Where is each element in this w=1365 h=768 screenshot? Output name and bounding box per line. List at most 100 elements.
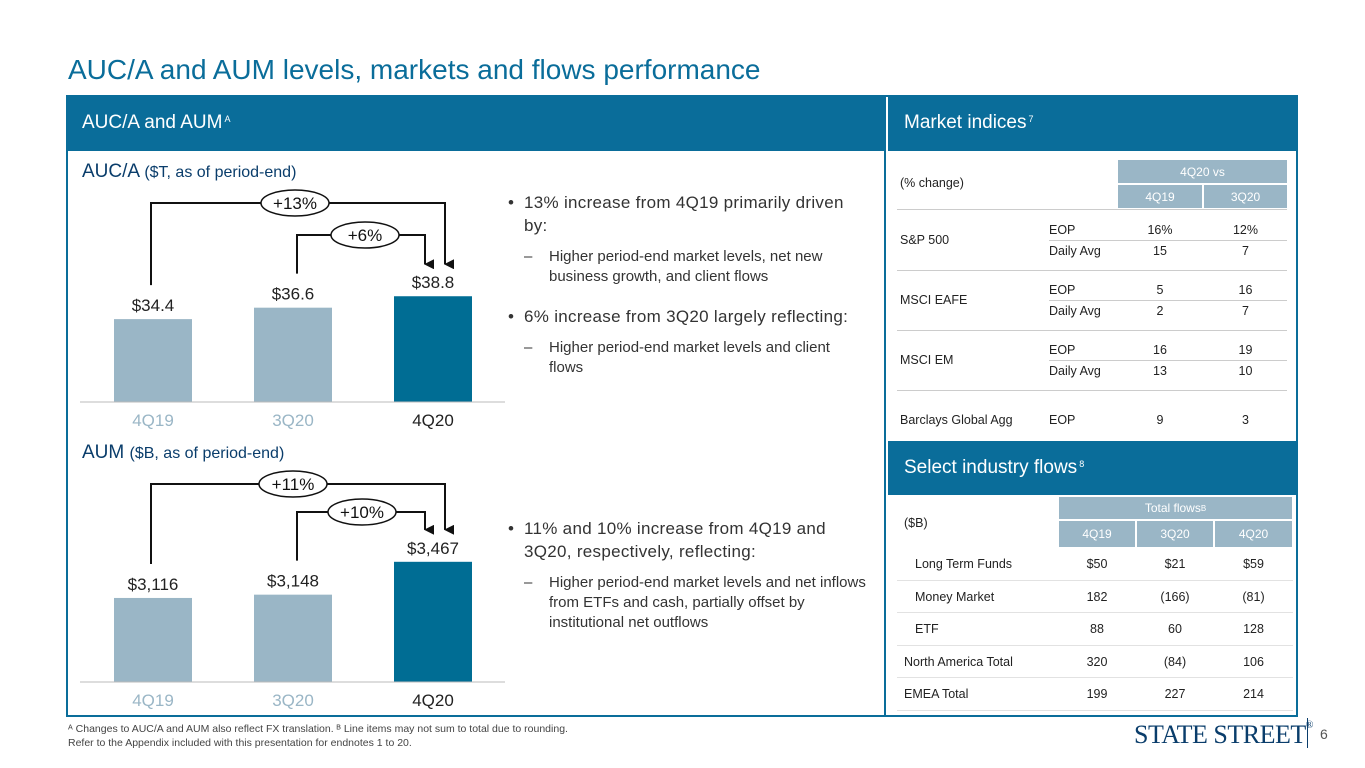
flows-group-text: Total flows [1144,501,1201,515]
market-measure-0-0: EOP [1049,223,1076,237]
market-measure-2-0: EOP [1049,343,1076,357]
flows-val-4-1: 227 [1164,687,1186,701]
market-val-1-0-0: 5 [1156,283,1164,297]
bar-4Q19 [114,319,192,402]
flows-header-sup: 8 [1079,459,1085,469]
bar-4Q20 [394,296,472,402]
market-index-1: MSCI EAFE [900,293,968,307]
aum-bullet-0: 11% and 10% increase from 4Q19 and 3Q20,… [508,517,868,563]
market-val-2-0-1: 19 [1238,343,1253,357]
category-label-3Q20: 3Q20 [272,411,314,430]
industry-flows-header: Select industry flows 8 [888,441,1298,495]
market-header-sup: 7 [1028,114,1034,124]
flows-row-label-3: North America Total [904,654,1013,669]
bar-3Q20 [254,594,332,682]
market-val-0-0-0: 16% [1147,223,1173,237]
flows-col-header-0: 4Q19 [1059,521,1135,547]
flows-row-rule-2 [897,644,1293,646]
flows-header-text: Select industry flows [904,457,1078,478]
flows-val-0-2: $59 [1243,557,1264,571]
flows-row-label-1: Money Market [915,589,995,604]
market-col-header-0: 4Q19 [1118,185,1202,208]
flows-row-rule-1 [897,612,1293,613]
market-subrule-0 [1049,240,1287,241]
market-measure-1-1: Daily Avg [1049,304,1101,318]
flows-val-2-2: 128 [1243,622,1264,636]
market-index-0: S&P 500 [900,233,950,247]
growth-bubble-2 [327,498,397,526]
aum-subtitle: ($B, as of period-end) [129,445,285,462]
market-val-0-1-1: 7 [1242,244,1249,258]
aum-title: AUM [82,442,125,463]
page-number: 6 [1320,726,1328,742]
category-label-4Q19: 4Q19 [132,411,174,430]
flows-val-1-0: 182 [1086,589,1108,604]
auca-subbullet-0: Higher period-end market levels, net new… [508,247,868,287]
flows-row-rule-0 [897,579,1293,581]
market-index-2: MSCI EM [900,353,954,367]
category-label-3Q20: 3Q20 [272,691,314,710]
market-group-header: 4Q20 vs [1118,160,1287,183]
market-val-1-1-1: 7 [1242,304,1249,318]
footnote-line-2: Refer to the Appendix included with this… [68,737,412,749]
market-indices-header: Market indices 7 [888,95,1298,151]
flows-val-0-1: $21 [1164,557,1186,571]
market-header-rule [897,209,1287,210]
market-val-0-1-0: 15 [1153,244,1167,258]
growth-bubble-2 [330,221,400,249]
aum-chart-title: AUM ($B, as of period-end) [82,442,284,464]
aum-subbullet-0: Higher period-end market levels and net … [508,573,868,633]
value-label-3Q20: $3,148 [267,572,319,591]
auca-bullet-0: 13% increase from 4Q19 primarily driven … [508,191,868,237]
aum-bar-chart: $3,116 4Q19 $3,148 3Q20 $3,467 4Q20 +11% +10% [80,470,505,710]
page-title: AUC/A and AUM levels, markets and flows … [68,54,761,85]
aum-commentary: 11% and 10% increase from 4Q19 and 3Q20,… [508,517,868,651]
auca-subbullet-1: Higher period-end market levels and clie… [508,338,868,378]
market-unit-label: (% change) [900,176,964,190]
flows-col-header-2: 4Q20 [1215,521,1292,547]
flows-val-4-2: 214 [1243,687,1264,701]
growth-bubble-1 [258,470,328,498]
category-label-4Q19: 4Q19 [132,691,174,710]
growth-label-2: +6% [348,226,383,245]
growth-label-2: +10% [340,503,384,522]
flows-val-1-1: (166) [1160,589,1190,604]
flows-val-0-0: $50 [1086,557,1108,571]
market-measure-1-0: EOP [1049,283,1076,297]
market-rule-2 [897,390,1287,391]
value-label-4Q19: $34.4 [132,296,175,315]
aum-section-header: AUC/A and AUM A [66,95,886,151]
category-label-4Q20: 4Q20 [412,411,454,430]
growth-label-1: +11% [272,475,315,494]
market-rule-0 [897,270,1287,271]
value-label-4Q20: $3,467 [407,539,459,558]
market-val-3-0-0: 9 [1156,413,1164,427]
flows-val-3-0: 320 [1086,654,1108,669]
market-rule-1 [897,330,1287,331]
growth-bubble-1 [260,189,330,217]
market-measure-0-1: Daily Avg [1049,244,1101,258]
market-val-0-0-1: 12% [1232,223,1259,237]
growth-label-1: +13% [273,194,317,213]
market-measure-3-0: EOP [1049,413,1076,427]
flows-col-header-1: 3Q20 [1137,521,1213,547]
bar-4Q19 [114,597,192,682]
auca-chart-title: AUC/A ($T, as of period-end) [82,161,296,183]
market-header-text: Market indices [904,112,1027,133]
flows-val-3-1: (84) [1163,654,1187,669]
auca-subtitle: ($T, as of period-end) [144,164,297,181]
value-label-4Q20: $38.8 [412,273,455,292]
auca-bullet-1: 6% increase from 3Q20 largely reflecting… [508,305,868,328]
flows-row-rule-3 [897,677,1293,678]
market-val-3-0-1: 3 [1242,413,1249,427]
market-val-2-0-0: 16 [1153,343,1167,357]
market-subrule-1 [1049,300,1287,301]
auca-title: AUC/A [82,161,140,182]
flows-val-3-2: 106 [1243,654,1264,669]
market-subrule-2 [1049,360,1287,361]
flows-row-label-0: Long Term Funds [915,557,1013,571]
category-label-4Q20: 4Q20 [412,691,454,710]
market-col-header-1: 3Q20 [1204,185,1287,208]
market-index-3: Barclays Global Agg [900,413,1013,427]
bar-3Q20 [254,307,332,402]
